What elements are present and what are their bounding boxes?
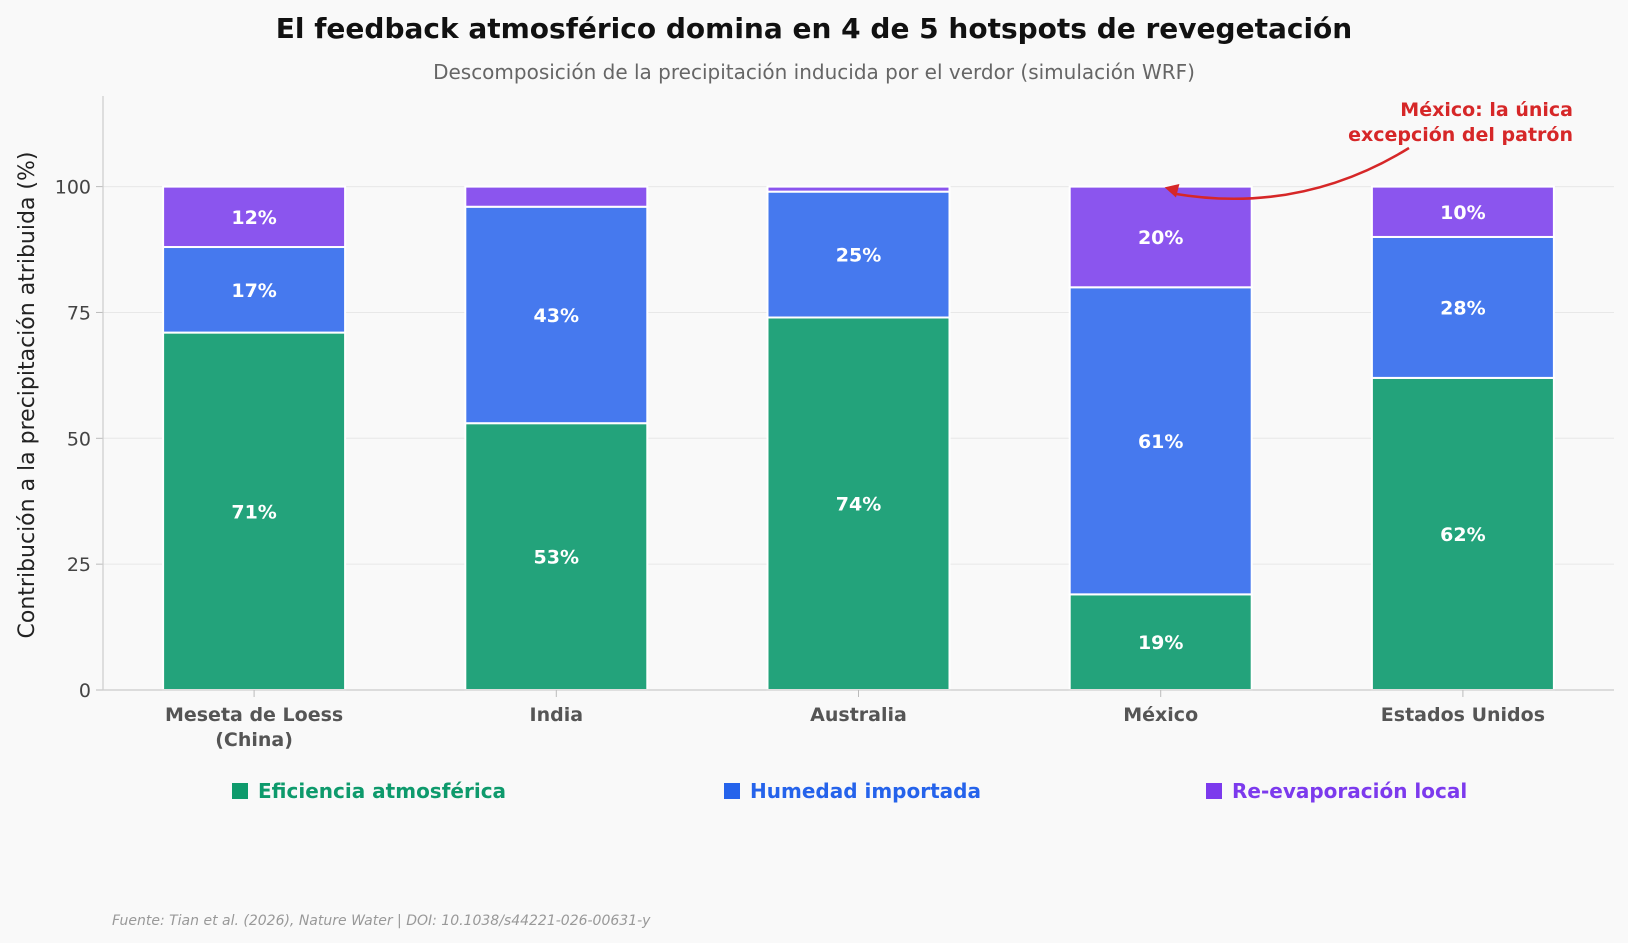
bar-segment bbox=[1068, 286, 1253, 596]
bar-segment bbox=[766, 316, 951, 691]
bar-segment bbox=[1370, 235, 1555, 379]
bar-value-label: 12% bbox=[231, 207, 276, 229]
legend-item: Re-evaporación local bbox=[1206, 779, 1467, 803]
annotation-text: México: la única excepción del patrón bbox=[1348, 99, 1573, 146]
bar-value-label: 53% bbox=[534, 547, 579, 569]
annotation-arrow bbox=[1173, 146, 1410, 201]
bar-value-label: 10% bbox=[1440, 202, 1485, 224]
legend-swatch bbox=[1206, 783, 1222, 799]
bar-segment bbox=[1370, 185, 1555, 238]
source-note: Fuente: Tian et al. (2026), Nature Water… bbox=[112, 913, 651, 929]
legend-swatch bbox=[232, 783, 248, 799]
bar-value-label: 74% bbox=[836, 494, 881, 516]
legend-label: Re-evaporación local bbox=[1232, 779, 1467, 803]
chart-title: El feedback atmosférico domina en 4 de 5… bbox=[276, 12, 1352, 45]
bar-segment bbox=[766, 185, 951, 193]
bar-segment bbox=[162, 185, 347, 249]
bar-value-label: 28% bbox=[1440, 297, 1485, 319]
y-tick-label: 75 bbox=[67, 302, 91, 324]
axes: 0 25 50 75 100 Meseta de Loess (China) India Aus… bbox=[55, 96, 1614, 751]
x-tick-label: Australia bbox=[810, 704, 907, 726]
legend-item: Eficiencia atmosférica bbox=[232, 779, 506, 803]
bar-segment bbox=[464, 205, 649, 425]
bar-segment bbox=[464, 185, 649, 208]
bar-segment bbox=[1068, 185, 1253, 289]
legend-item: Humedad importada bbox=[724, 779, 981, 803]
bar-segment bbox=[1068, 593, 1253, 692]
y-tick-label: 25 bbox=[67, 554, 91, 576]
bar-value-label: 20% bbox=[1138, 227, 1183, 249]
legend-label: Humedad importada bbox=[750, 779, 981, 803]
y-tick-label: 0 bbox=[79, 680, 91, 702]
chart-subtitle: Descomposición de la precipitación induc… bbox=[433, 60, 1195, 84]
legend-swatch bbox=[724, 783, 740, 799]
bar-value-label: 61% bbox=[1138, 431, 1183, 453]
y-tick-label: 100 bbox=[55, 177, 91, 199]
legend-label: Eficiencia atmosférica bbox=[258, 779, 506, 803]
x-tick-label: India bbox=[530, 704, 584, 726]
bar-value-label: 25% bbox=[836, 245, 881, 267]
y-tick-label: 50 bbox=[67, 428, 91, 450]
bar-value-label: 19% bbox=[1138, 632, 1183, 654]
annotation-arrowhead bbox=[1164, 183, 1180, 198]
x-tick-label: Meseta de Loess (China) bbox=[165, 704, 343, 751]
x-tick-label: México bbox=[1123, 704, 1198, 726]
bars: 71% 17% 12% 53% 43% 74% 25% 19% 61% 20% 62% 28% 10% bbox=[162, 185, 1555, 692]
annotation: México: la única excepción del patrón bbox=[1164, 99, 1573, 201]
y-axis-label: Contribución a la precipitación atribuid… bbox=[15, 152, 40, 639]
bar-value-label: 17% bbox=[231, 280, 276, 302]
legend: Eficiencia atmosférica Humedad importada R… bbox=[232, 779, 1467, 803]
x-tick-label: Estados Unidos bbox=[1381, 704, 1545, 726]
bar-value-label: 62% bbox=[1440, 524, 1485, 546]
bar-value-label: 43% bbox=[534, 305, 579, 327]
bar-segment bbox=[1370, 376, 1555, 691]
bar-segment bbox=[162, 331, 347, 691]
bar-value-label: 71% bbox=[231, 501, 276, 523]
